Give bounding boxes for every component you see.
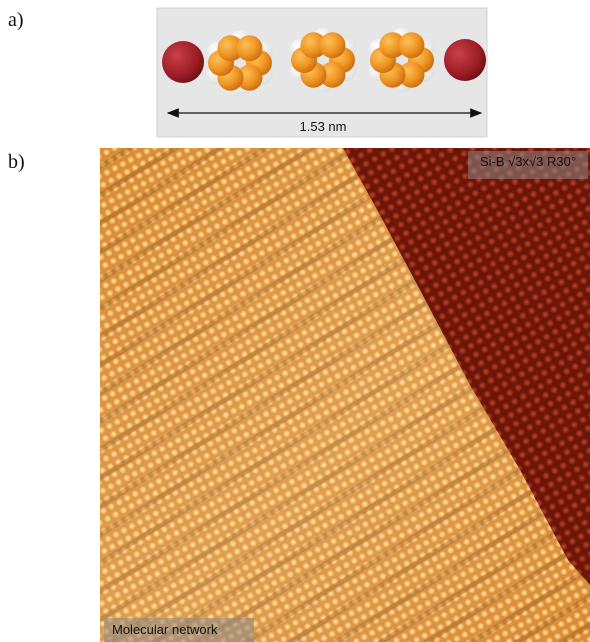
molecule-model: [162, 27, 486, 96]
stm-image: [100, 148, 590, 642]
substrate-label: Si-B √3x√3 R30°: [480, 154, 576, 169]
network-label: Molecular network: [112, 622, 218, 637]
carbon-atom: [236, 35, 263, 62]
carbon-atom: [398, 32, 425, 59]
end-atom: [162, 41, 204, 83]
carbon-atom: [236, 64, 263, 91]
substrate-region: [343, 148, 590, 585]
carbon-atom: [217, 35, 244, 62]
panel-label: b): [8, 151, 25, 173]
carbon-atom: [300, 32, 327, 59]
scale-label: 1.53 nm: [300, 119, 347, 134]
carbon-atom: [319, 61, 346, 88]
carbon-atom: [398, 61, 425, 88]
end-atom: [444, 39, 486, 81]
carbon-atom: [379, 32, 406, 59]
panel-label: a): [8, 9, 24, 31]
carbon-atom: [319, 32, 346, 59]
